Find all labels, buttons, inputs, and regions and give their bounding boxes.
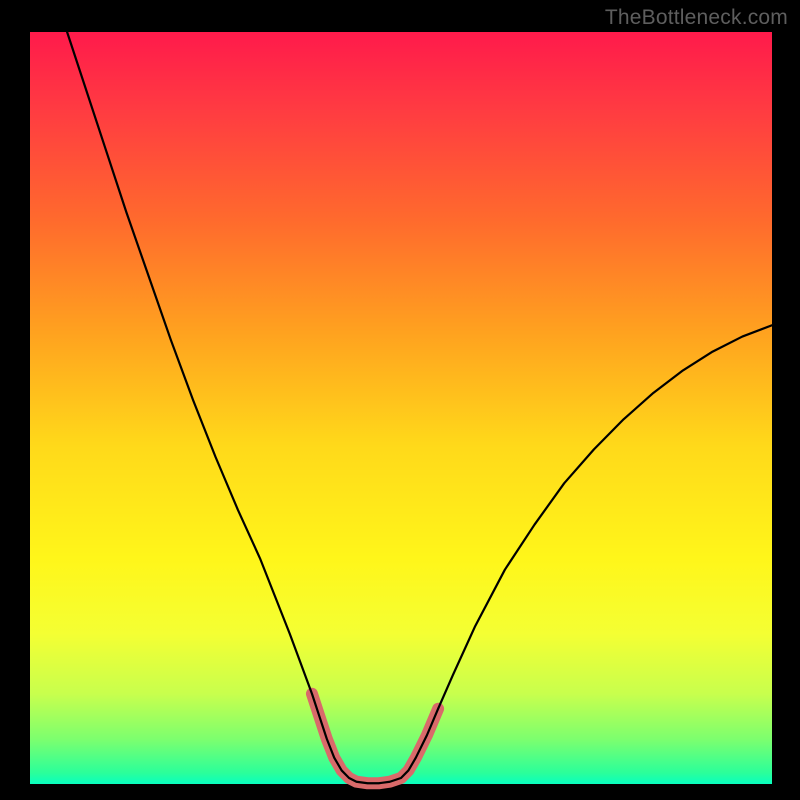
chart-stage: TheBottleneck.com <box>0 0 800 800</box>
plot-background <box>30 32 772 784</box>
bottleneck-curve-plot <box>0 0 800 800</box>
watermark-text: TheBottleneck.com <box>605 6 788 30</box>
